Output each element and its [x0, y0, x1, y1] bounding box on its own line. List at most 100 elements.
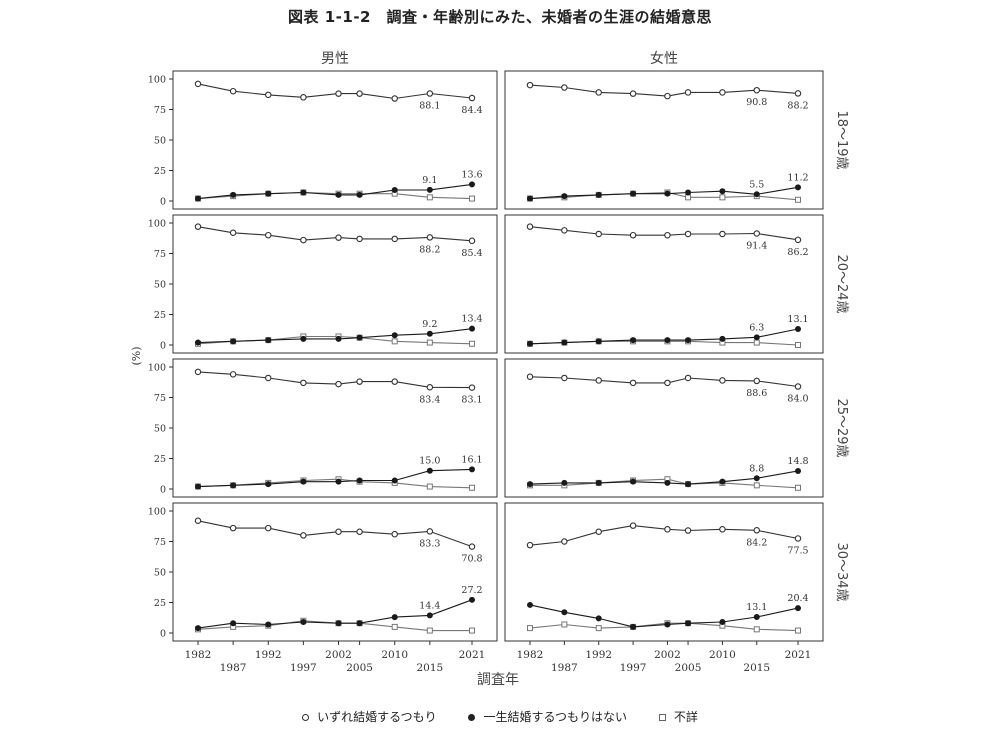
filled-circle-icon [468, 714, 476, 721]
data-point-never-marry [527, 195, 533, 202]
data-point-will-marry [468, 543, 476, 550]
data-point-will-marry [265, 231, 272, 239]
data-label: 83.4 [419, 394, 440, 405]
data-point-will-marry [794, 236, 802, 244]
data-label: 16.1 [461, 454, 482, 465]
data-point-will-marry [664, 526, 671, 533]
data-point-will-marry [526, 223, 534, 230]
data-point-never-marry [664, 621, 671, 628]
data-point-will-marry [684, 527, 692, 534]
column-header: 女性 [650, 50, 678, 67]
y-tick-label: 0 [160, 197, 166, 208]
data-point-never-marry [230, 338, 237, 345]
row-strip-label: 25～29歳 [834, 398, 849, 457]
data-point-unknown [753, 626, 760, 633]
data-point-unknown [469, 627, 475, 634]
y-tick-label: 0 [160, 629, 166, 640]
data-label: 90.8 [746, 97, 767, 108]
data-point-never-marry [469, 596, 475, 603]
data-point-will-marry [335, 90, 342, 97]
x-tick-label: 1992 [255, 649, 282, 661]
legend-item-never: 一生結婚するつもりはない [468, 708, 627, 725]
data-point-will-marry [664, 92, 671, 100]
data-point-will-marry [335, 380, 342, 388]
data-point-never-marry [469, 325, 475, 332]
data-label: 85.4 [461, 248, 482, 259]
data-point-never-marry [391, 477, 398, 484]
data-label: 86.2 [787, 247, 808, 258]
data-point-never-marry [391, 614, 398, 621]
data-point-never-marry [561, 339, 568, 346]
data-point-unknown [426, 627, 433, 634]
data-point-will-marry [664, 379, 671, 387]
data-point-will-marry [194, 368, 202, 376]
data-point-will-marry [229, 87, 237, 95]
data-point-will-marry [684, 374, 692, 382]
data-point-never-marry [630, 478, 637, 485]
data-point-unknown [391, 338, 398, 345]
data-point-never-marry [595, 191, 602, 198]
panel-frame [504, 214, 824, 354]
data-point-never-marry [230, 620, 237, 627]
panel-frame [172, 214, 498, 354]
y-tick-label: 75 [154, 105, 166, 116]
data-point-will-marry [426, 384, 434, 391]
data-point-never-marry [469, 181, 475, 188]
data-label: 77.5 [787, 545, 808, 556]
data-point-unknown [685, 194, 692, 201]
data-label: 13.1 [787, 314, 808, 325]
data-point-never-marry [685, 189, 692, 196]
data-point-will-marry [753, 377, 761, 385]
data-label: 13.4 [461, 314, 482, 325]
data-point-never-marry [426, 612, 433, 619]
data-point-never-marry [561, 609, 568, 616]
y-tick-label: 25 [154, 310, 166, 321]
y-tick-label: 25 [154, 454, 166, 465]
data-point-unknown [753, 482, 760, 489]
data-point-will-marry [300, 379, 307, 387]
panel-frame [172, 358, 498, 498]
data-point-will-marry [426, 90, 434, 97]
x-tick-label: 1982 [517, 649, 544, 661]
data-point-will-marry [229, 371, 237, 378]
data-point-will-marry [595, 89, 602, 96]
data-point-will-marry [426, 528, 434, 535]
data-point-will-marry [629, 90, 637, 97]
data-point-never-marry [195, 195, 201, 202]
data-point-never-marry [664, 190, 671, 197]
data-point-never-marry [195, 625, 201, 632]
data-point-never-marry [335, 335, 342, 342]
data-point-never-marry [195, 339, 201, 346]
data-point-never-marry [469, 466, 475, 473]
legend-label-marry: いずれ結婚するつもり [317, 710, 437, 724]
data-point-will-marry [468, 384, 476, 391]
y-tick-label: 50 [154, 424, 166, 435]
data-point-never-marry [356, 477, 363, 484]
data-point-never-marry [719, 478, 726, 485]
panel-frame [504, 358, 824, 498]
data-point-never-marry [300, 478, 307, 485]
data-label: 88.6 [746, 388, 767, 399]
data-label: 9.2 [422, 319, 437, 330]
x-tick-label: 1987 [220, 662, 247, 674]
data-point-never-marry [795, 467, 801, 474]
y-tick-label: 75 [154, 393, 166, 404]
x-tick-label: 2021 [785, 649, 812, 661]
data-label: 9.1 [422, 175, 437, 186]
data-point-never-marry [391, 332, 398, 339]
data-point-will-marry [719, 89, 726, 96]
data-point-never-marry [685, 481, 692, 488]
row-strip-label: 30～34歳 [834, 542, 849, 601]
panel-frame [172, 502, 498, 642]
data-label: 84.4 [461, 105, 482, 116]
y-tick-label: 25 [154, 166, 166, 177]
data-point-will-marry [356, 90, 363, 97]
data-point-will-marry [595, 528, 602, 535]
data-point-unknown [795, 627, 801, 634]
data-point-never-marry [265, 481, 272, 488]
data-point-never-marry [426, 330, 433, 337]
data-point-will-marry [629, 231, 637, 239]
y-axis-label: (%) [130, 346, 143, 365]
legend-label-unknown: 不詳 [673, 710, 698, 724]
data-point-never-marry [595, 479, 602, 486]
